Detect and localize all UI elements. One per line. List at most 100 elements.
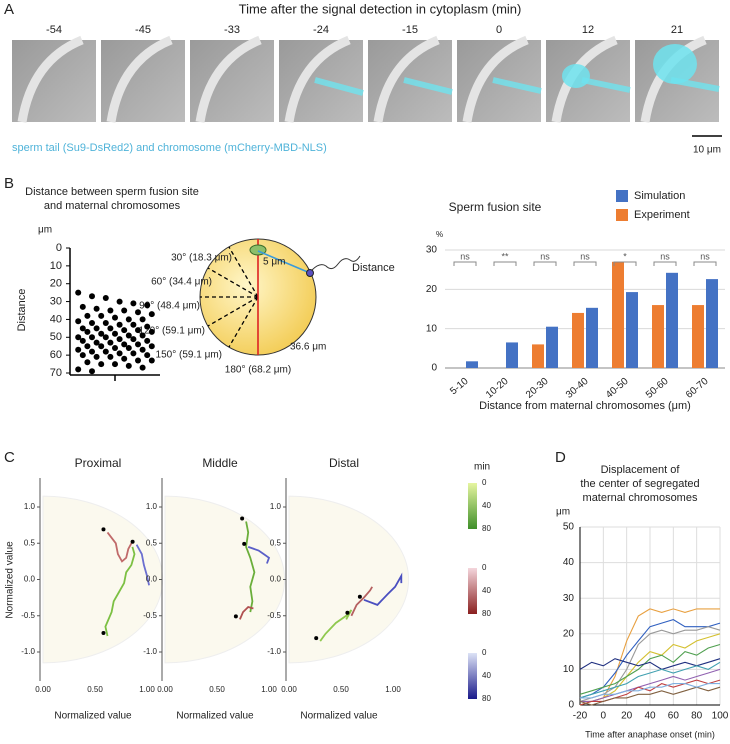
dot — [139, 364, 146, 371]
x-tick-label: -20 — [573, 711, 588, 722]
angle-label: 90° (48.4 μm) — [139, 301, 200, 312]
y-tick-label: 1.0 — [24, 502, 36, 511]
x-tick-label: 0 — [601, 711, 607, 722]
sperm-tail — [492, 77, 542, 94]
y-tick-label: 0.0 — [24, 575, 36, 584]
start-point — [101, 631, 106, 636]
dot — [121, 341, 128, 348]
y-tick-label: 0 — [431, 363, 437, 374]
significance-label: ns — [660, 251, 670, 261]
y-tick-label: 40 — [50, 313, 62, 325]
colorbar-tick-label: 80 — [482, 609, 491, 618]
dot — [135, 341, 141, 348]
dot — [98, 312, 105, 319]
dot — [84, 343, 91, 350]
angle-label: 60° (34.4 μm) — [151, 277, 212, 288]
cell-edge — [462, 35, 529, 123]
time-label: -54 — [46, 24, 62, 36]
dot — [79, 303, 86, 310]
dot — [148, 328, 155, 335]
dot — [84, 312, 91, 319]
start-point — [240, 516, 245, 521]
dot — [112, 330, 118, 337]
dot — [116, 336, 123, 343]
angle-label: 150° (59.1 μm) — [156, 350, 222, 361]
radius-label: 36.6 μm — [290, 342, 326, 353]
dot — [148, 311, 155, 318]
dot — [139, 332, 146, 339]
x-tick-label: 1.00 — [385, 685, 401, 694]
y-tick-label: 10 — [563, 664, 575, 675]
y-tick-label: 50 — [563, 522, 575, 533]
y-tick-label: 20 — [563, 628, 575, 639]
colorbar-tick-label: 80 — [482, 694, 491, 703]
dot — [93, 339, 100, 346]
trajectory — [245, 521, 256, 613]
dot — [102, 320, 109, 326]
x-axis-label: Distance from maternal chromosomes (μm) — [479, 400, 691, 412]
bar — [612, 261, 624, 368]
x-tick-label: 0.50 — [333, 685, 349, 694]
cell-outline — [288, 495, 410, 664]
x-tick-label: 80 — [691, 711, 703, 722]
y-tick-label: -0.5 — [267, 611, 281, 620]
x-tick-label: 60 — [668, 711, 680, 722]
colorbar-tick-label: 40 — [482, 586, 491, 595]
cell-edge — [284, 35, 351, 123]
x-tick-label: 40-50 — [604, 376, 631, 401]
dot — [84, 328, 91, 335]
significance-bracket — [493, 261, 517, 266]
dot — [93, 305, 100, 312]
bar — [586, 307, 598, 368]
y-tick-label: 20 — [426, 284, 438, 295]
dot — [121, 327, 128, 334]
dot — [107, 353, 114, 360]
dot — [139, 346, 146, 353]
x-tick-label: 60-70 — [684, 376, 711, 401]
bar — [626, 292, 638, 368]
chart-title: Proximal — [75, 456, 122, 470]
dot — [102, 334, 109, 341]
bar — [466, 361, 478, 368]
y-tick-label: 1.0 — [146, 502, 158, 511]
angle-label: 180° (68.2 μm) — [225, 365, 291, 376]
dot — [98, 330, 105, 337]
significance-bracket — [573, 261, 597, 266]
panel-label: D — [555, 449, 566, 466]
x-axis-label: Normalized value — [54, 711, 132, 722]
dot — [75, 334, 82, 341]
dot — [125, 316, 132, 323]
colorbar-tick-label: 0 — [482, 478, 487, 487]
dot — [89, 368, 95, 375]
x-axis-label: Normalized value — [300, 711, 378, 722]
dot — [75, 289, 82, 296]
x-tick-label: 1.00 — [139, 685, 155, 694]
dot — [130, 336, 137, 343]
y-tick-label: 0 — [568, 700, 574, 711]
y-tick-label: 20 — [50, 278, 62, 290]
dot — [125, 332, 132, 339]
significance-label: ns — [460, 251, 470, 261]
start-point — [101, 527, 106, 532]
x-tick-label: 5-10 — [448, 376, 471, 398]
y-tick-label: 60 — [50, 349, 62, 361]
start-point — [357, 594, 362, 599]
dot — [102, 348, 109, 355]
x-tick-label: 50-60 — [644, 376, 671, 401]
bar — [706, 279, 718, 368]
significance-bracket — [613, 261, 637, 266]
x-tick-label: 0.00 — [281, 685, 297, 694]
y-tick-label: 50 — [50, 331, 62, 343]
dot — [125, 362, 132, 369]
dot — [135, 309, 141, 316]
time-label: -45 — [135, 24, 151, 36]
y-tick-label: 10 — [50, 260, 62, 272]
dot — [135, 327, 141, 334]
y-tick-label: 10 — [426, 323, 438, 334]
dot — [130, 300, 137, 307]
cell-edge — [106, 35, 173, 123]
y-tick-label: 0.0 — [146, 575, 158, 584]
start-point — [242, 541, 247, 546]
dot — [130, 350, 137, 357]
